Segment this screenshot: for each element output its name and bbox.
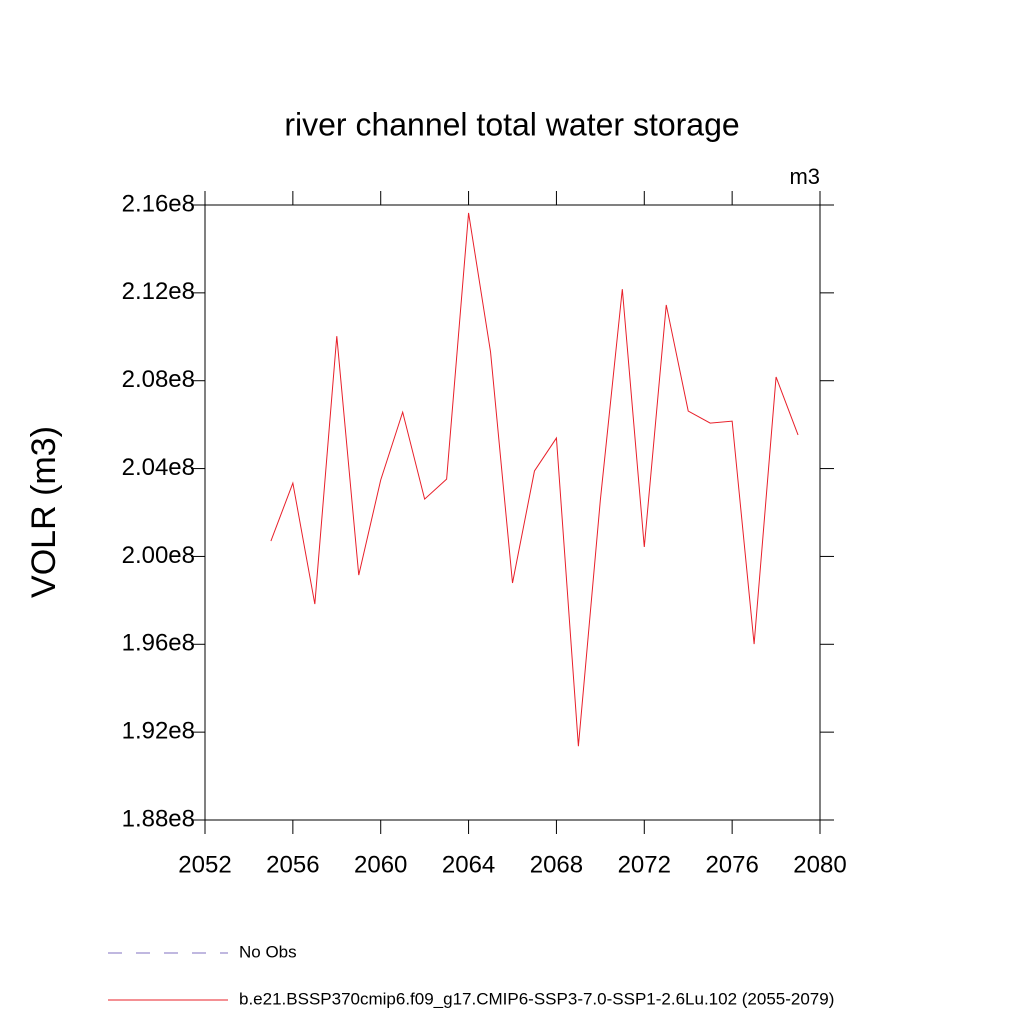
x-tick-label: 2068 xyxy=(530,851,583,878)
x-tick-label: 2072 xyxy=(618,851,671,878)
x-tick-label: 2064 xyxy=(442,851,495,878)
x-tick-label: 2080 xyxy=(793,851,846,878)
y-tick-label: 2.12e8 xyxy=(122,278,195,305)
y-tick-label: 1.88e8 xyxy=(122,805,195,832)
x-tick-label: 2076 xyxy=(705,851,758,878)
x-tick-label: 2060 xyxy=(354,851,407,878)
y-tick-label: 1.96e8 xyxy=(122,630,195,657)
legend-label: No Obs xyxy=(239,942,297,961)
legend-label: b.e21.BSSP370cmip6.f09_g17.CMIP6-SSP3-7.… xyxy=(239,989,834,1008)
y-tick-label: 2.00e8 xyxy=(122,542,195,569)
y-tick-label: 2.16e8 xyxy=(122,190,195,217)
x-tick-label: 2052 xyxy=(178,851,231,878)
plot-frame xyxy=(204,204,821,821)
units-label: m3 xyxy=(789,164,820,189)
y-axis-label: VOLR (m3) xyxy=(25,426,63,598)
y-tick-label: 2.08e8 xyxy=(122,366,195,393)
y-tick-label: 2.04e8 xyxy=(122,454,195,481)
data-line xyxy=(270,212,799,747)
x-tick-label: 2056 xyxy=(266,851,319,878)
y-tick-label: 1.92e8 xyxy=(122,717,195,744)
chart-title: river channel total water storage xyxy=(284,106,739,142)
